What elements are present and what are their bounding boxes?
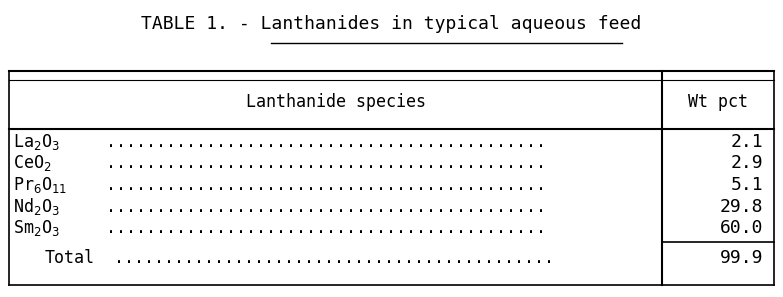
Text: ............................................: ........................................… (106, 198, 546, 216)
Text: Wt pct: Wt pct (687, 93, 748, 111)
Text: ............................................: ........................................… (106, 219, 546, 237)
Text: 60.0: 60.0 (720, 219, 763, 237)
Text: 2.1: 2.1 (731, 132, 763, 151)
Text: Total: Total (45, 249, 95, 267)
Text: ............................................: ........................................… (106, 132, 546, 151)
Text: 99.9: 99.9 (720, 249, 763, 267)
Text: ............................................: ........................................… (114, 249, 554, 267)
Text: 29.8: 29.8 (720, 198, 763, 216)
Text: 2.9: 2.9 (731, 154, 763, 172)
Text: Lanthanide species: Lanthanide species (246, 93, 425, 111)
Text: TABLE 1. - Lanthanides in typical aqueous feed: TABLE 1. - Lanthanides in typical aqueou… (142, 15, 641, 33)
Text: ............................................: ........................................… (106, 176, 546, 194)
Text: Nd$_2$O$_3$: Nd$_2$O$_3$ (13, 196, 60, 217)
Text: La$_2$O$_3$: La$_2$O$_3$ (13, 132, 60, 151)
Text: ............................................: ........................................… (106, 154, 546, 172)
Text: CeO$_2$: CeO$_2$ (13, 153, 52, 173)
Text: 5.1: 5.1 (731, 176, 763, 194)
Text: Pr$_6$O$_{11}$: Pr$_6$O$_{11}$ (13, 175, 67, 195)
Text: Sm$_2$O$_3$: Sm$_2$O$_3$ (13, 218, 60, 238)
